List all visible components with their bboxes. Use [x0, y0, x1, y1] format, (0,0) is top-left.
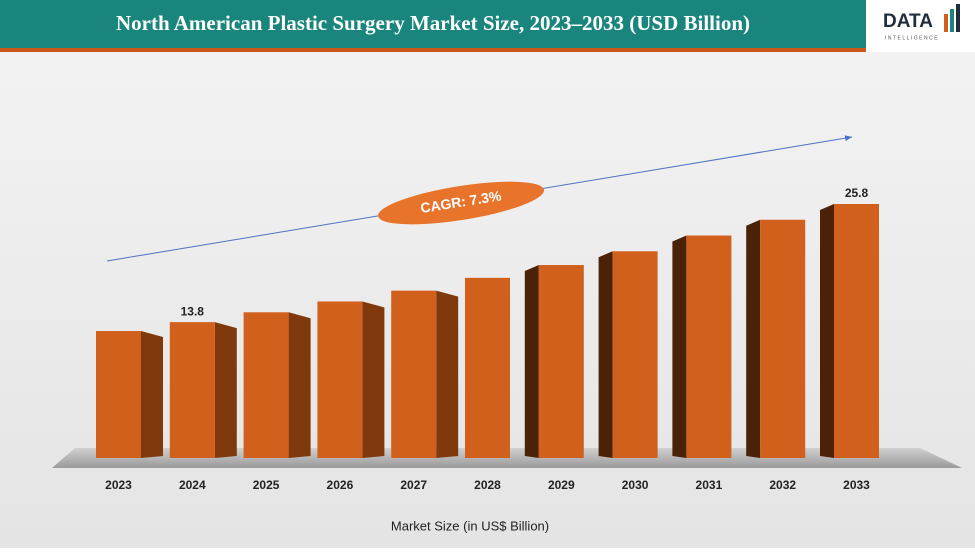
x-tick-label: 2025 [253, 478, 280, 492]
chart-title: North American Plastic Surgery Market Si… [116, 11, 750, 35]
logo-tagline: INTELLIGENCE [885, 35, 939, 41]
bar [686, 235, 732, 458]
header-accent [0, 48, 866, 52]
bar-side [141, 331, 163, 458]
x-tick-label: 2027 [400, 478, 427, 492]
logo-bar [956, 4, 960, 32]
bar-side [362, 301, 385, 458]
data-label: 25.8 [845, 186, 869, 200]
x-tick-label: 2029 [548, 478, 575, 492]
x-tick-label: 2031 [696, 478, 723, 492]
data-label: 13.8 [181, 304, 205, 318]
bar-side [288, 312, 311, 458]
bar [169, 322, 215, 458]
logo-word: DATA [883, 11, 933, 32]
header-band [0, 0, 866, 48]
logo-bar [944, 14, 948, 32]
x-tick-label: 2023 [105, 478, 132, 492]
x-tick-label: 2032 [769, 478, 796, 492]
bar-side [214, 322, 237, 458]
bar-side [746, 219, 761, 458]
x-tick-label: 2033 [843, 478, 870, 492]
x-tick-label: 2024 [179, 478, 206, 492]
bar [538, 265, 584, 458]
bar [760, 219, 806, 458]
cagr-ellipse [377, 181, 545, 225]
bar-side [598, 251, 613, 458]
bar [834, 204, 879, 458]
bar-side [436, 290, 459, 458]
logo-bar [950, 9, 954, 32]
bar [465, 277, 510, 458]
x-axis-title: Market Size (in US$ Billion) [391, 518, 549, 533]
bar [317, 301, 363, 458]
bar [96, 331, 141, 458]
bar-side [672, 235, 687, 458]
bar-side [524, 265, 539, 458]
cagr-badge: CAGR: 7.3% [377, 181, 545, 225]
bar [391, 290, 437, 458]
x-tick-label: 2028 [474, 478, 501, 492]
bar-side [820, 204, 834, 458]
bar [612, 251, 658, 458]
x-tick-label: 2030 [622, 478, 649, 492]
x-tick-label: 2026 [327, 478, 354, 492]
bar [243, 312, 289, 458]
